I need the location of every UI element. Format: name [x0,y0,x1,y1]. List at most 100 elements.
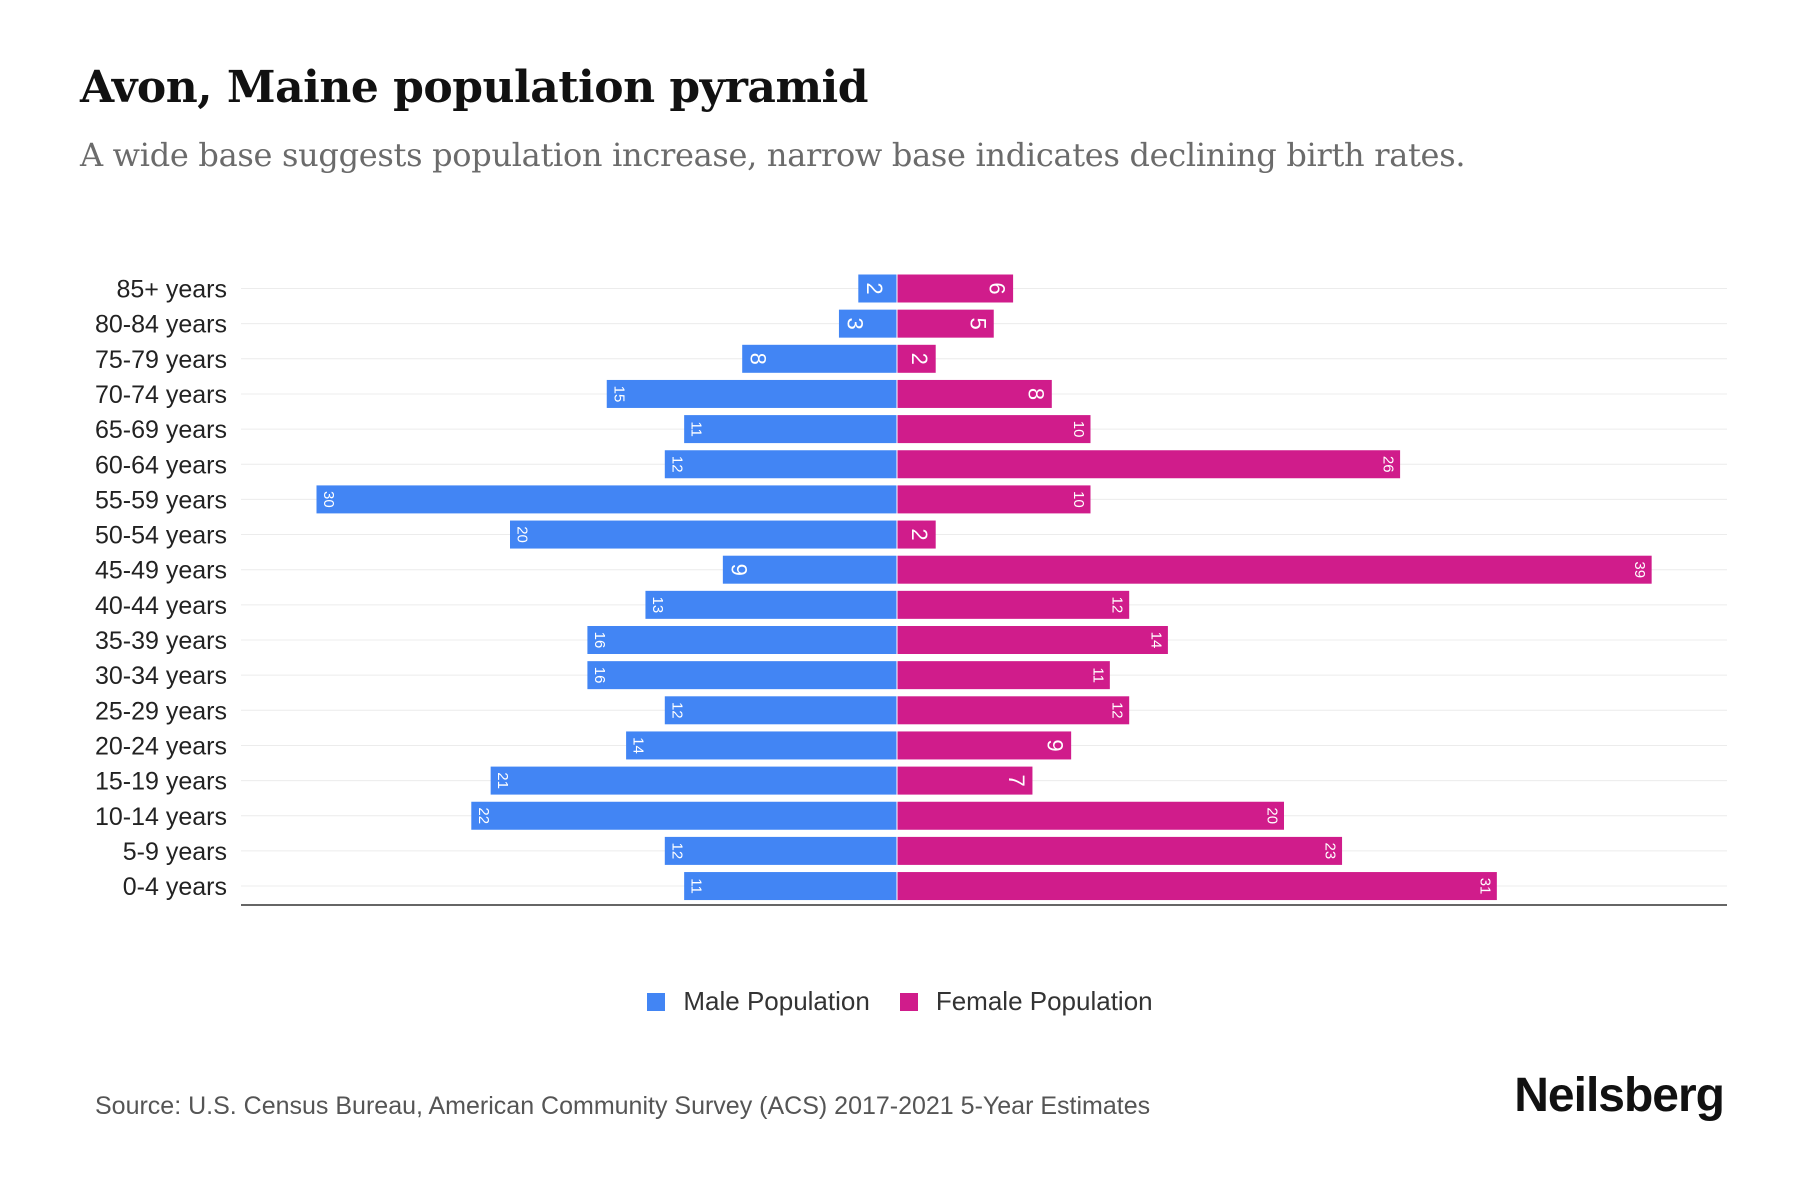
female-data-label: 10 [1070,421,1087,438]
neilsberg-logo: Neilsberg [1514,1069,1725,1122]
female-data-label: 31 [1476,878,1493,895]
male-bar [684,415,897,444]
female-data-label: 11 [1089,667,1106,683]
male-bar [858,274,897,303]
y-tick-label: 15-19 years [95,768,227,796]
female-data-label: 5 [965,318,990,330]
female-data-label: 26 [1380,456,1397,473]
male-bar [587,661,897,690]
male-bar [742,344,897,373]
male-bar [664,836,897,865]
female-bar [897,274,1014,303]
female-data-label: 12 [1109,702,1126,719]
female-data-label: 2 [907,353,932,365]
male-data-label: 9 [726,564,751,576]
y-tick-label: 60-64 years [95,451,227,479]
female-bar [897,379,1052,408]
male-data-label: 16 [591,632,608,649]
female-bar [897,485,1091,514]
legend-item-male[interactable]: Male Population [647,986,870,1017]
y-tick-label: 75-79 years [95,346,227,374]
female-bar [897,590,1130,619]
male-data-label: 22 [475,807,492,824]
male-bar [510,520,897,549]
female-bar [897,626,1168,654]
male-bar [626,731,897,760]
male-bar [645,590,897,619]
female-bar [897,731,1072,760]
female-bar [897,450,1401,479]
male-data-label: 21 [494,772,511,789]
female-bar [897,309,994,338]
male-bar [606,379,897,408]
male-data-label: 11 [688,421,705,437]
y-tick-label: 55-59 years [95,486,227,514]
female-data-label: 23 [1322,843,1339,860]
female-data-label: 39 [1631,561,1648,578]
male-data-label: 3 [842,318,867,330]
female-bar [897,836,1343,865]
female-bar [897,415,1091,444]
y-tick-label: 80-84 years [95,311,227,339]
male-data-label: 15 [610,386,627,403]
female-data-label: 20 [1264,807,1281,824]
legend-item-female[interactable]: Female Population [899,986,1153,1017]
male-data-label: 13 [649,597,666,614]
female-data-label: 14 [1147,632,1164,649]
legend-label-female: Female Population [935,986,1153,1016]
male-data-label: 12 [668,456,685,473]
chart-subtitle: A wide base suggests population increase… [80,136,1466,174]
y-tick-label: 65-69 years [95,416,227,444]
male-bar [587,626,897,654]
chart-title: Avon, Maine population pyramid [80,62,868,113]
male-data-label: 16 [591,667,608,684]
male-data-label: 20 [514,526,531,543]
male-data-label: 12 [668,843,685,860]
male-data-label: 2 [862,282,887,294]
y-tick-label: 5-9 years [123,838,227,866]
female-data-label: 8 [1023,388,1048,400]
y-tick-label: 20-24 years [95,732,227,760]
female-data-label: 6 [985,282,1010,294]
female-bar [897,344,936,373]
male-data-label: 14 [630,737,647,754]
y-tick-label: 10-14 years [95,803,227,831]
y-tick-label: 25-29 years [95,697,227,725]
male-bar [838,309,897,338]
male-data-label: 12 [668,702,685,719]
male-bar [490,766,897,795]
female-bar [897,766,1033,795]
male-data-label: 11 [688,878,705,894]
male-bar [684,872,897,901]
female-data-label: 10 [1070,491,1087,508]
y-tick-label: 45-49 years [95,557,227,585]
male-data-label: 8 [746,353,771,365]
male-bar [722,555,897,584]
y-tick-label: 85+ years [117,276,228,304]
female-data-label: 7 [1004,774,1029,786]
female-data-label: 9 [1043,739,1068,751]
y-tick-label: 70-74 years [95,381,227,409]
female-bar [897,801,1284,830]
male-bar [316,485,897,514]
male-bar [664,450,897,479]
y-tick-label: 50-54 years [95,522,227,550]
y-tick-label: 30-34 years [95,662,227,690]
y-tick-label: 35-39 years [95,627,227,655]
female-data-label: 12 [1109,597,1126,614]
legend-label-male: Male Population [683,986,870,1016]
source-note: Source: U.S. Census Bureau, American Com… [95,1092,1151,1120]
female-bar [897,696,1130,725]
male-bar [471,801,897,830]
female-bar [897,520,936,549]
female-bar [897,872,1497,901]
female-data-label: 2 [907,528,932,540]
legend-swatch-female [899,992,918,1011]
legend-swatch-male [647,992,666,1011]
male-bar [664,696,897,725]
legend: Male Population Female Population [0,986,1800,1017]
female-bar [897,555,1652,584]
y-tick-label: 0-4 years [123,873,227,901]
y-tick-label: 40-44 years [95,592,227,620]
